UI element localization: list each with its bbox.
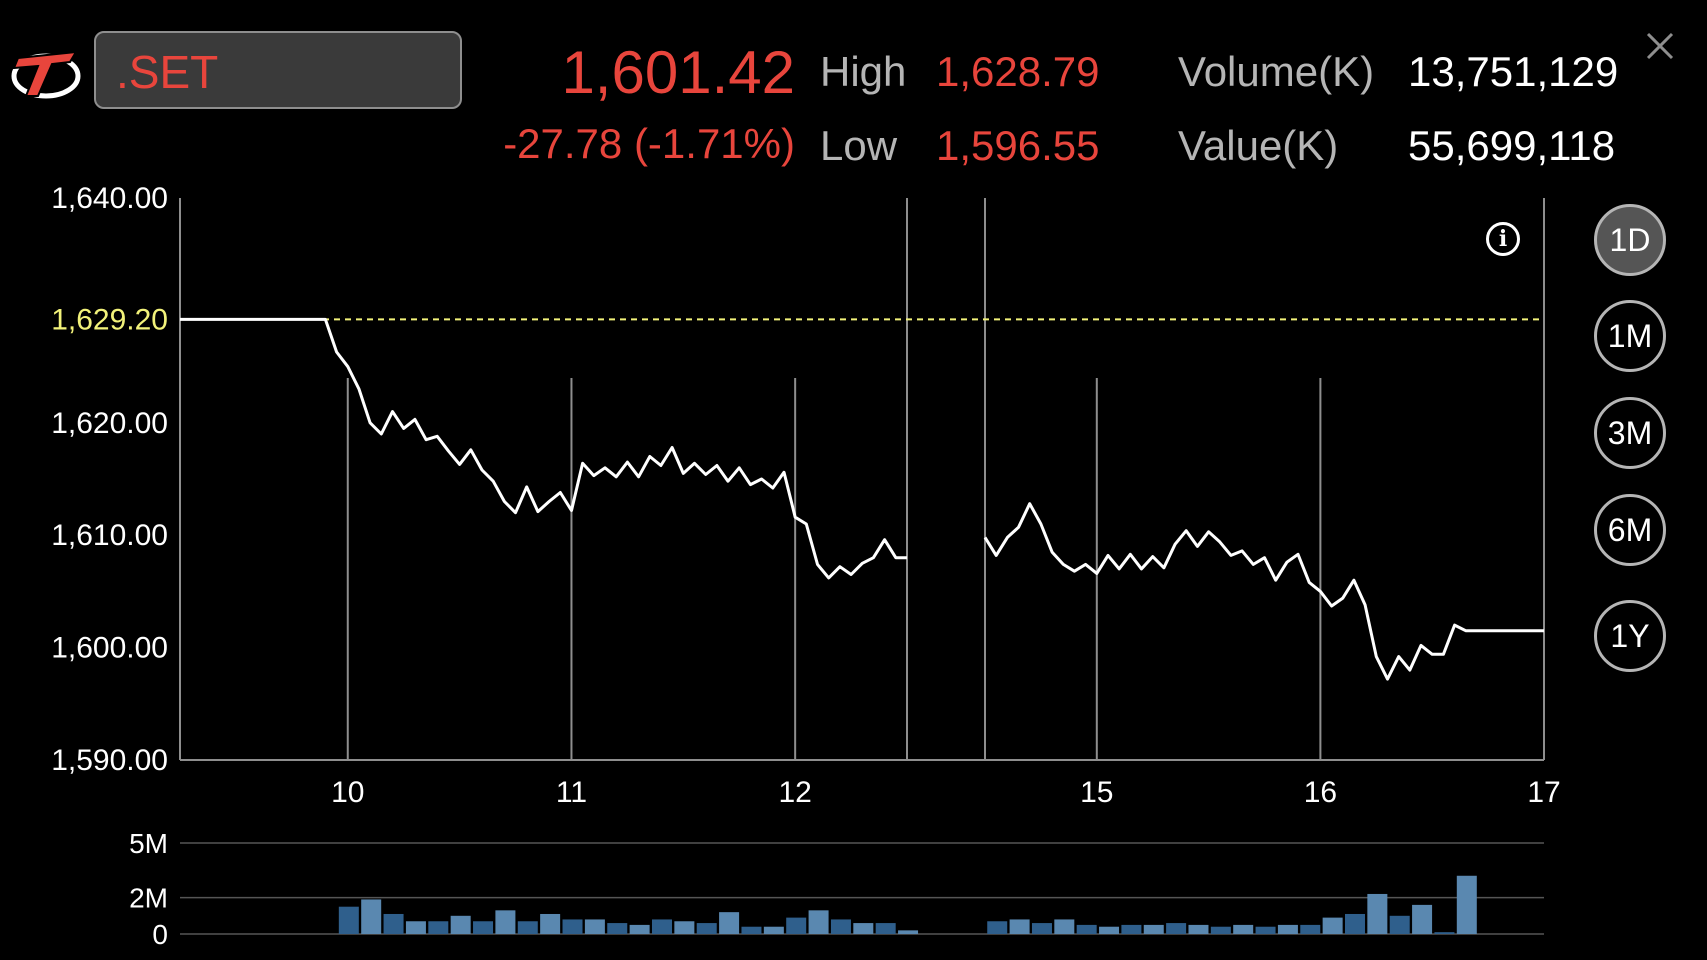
price-line (983, 502, 1544, 681)
volume-bar (1166, 923, 1187, 934)
volume-bar (540, 913, 561, 934)
volume-bar (517, 921, 538, 934)
y-tick-label: 1,640.00 (51, 182, 168, 215)
volume-tick-label: 5M (129, 828, 168, 859)
volume-bar (428, 921, 449, 934)
volume-bar (1076, 924, 1097, 934)
volume-bar (1031, 923, 1052, 934)
low-value: 1,596.55 (936, 122, 1100, 169)
y-tick-label: 1,600.00 (51, 632, 168, 665)
value-label: Value(K) (1178, 122, 1339, 169)
reference-label: 1,629.20 (51, 303, 168, 336)
high-value: 1,628.79 (936, 48, 1100, 95)
volume-bar (1434, 932, 1455, 934)
volume-tick-label: 0 (152, 919, 168, 950)
volume-bar (361, 899, 382, 934)
volume-bar (1188, 924, 1209, 934)
x-tick-label: 15 (1080, 776, 1113, 809)
volume-bar (405, 921, 426, 934)
volume-bar (450, 915, 471, 934)
volume-bar (830, 919, 851, 934)
x-tick-label: 17 (1527, 776, 1560, 809)
volume-bar (1143, 924, 1164, 934)
volume-bar (1277, 924, 1298, 934)
x-tick-label: 12 (778, 776, 811, 809)
volume-bar (987, 921, 1008, 934)
volume-label: Volume(K) (1178, 48, 1375, 95)
volume-value: 13,751,129 (1408, 48, 1619, 95)
volume-bar (607, 923, 628, 934)
volume-bar (741, 926, 762, 934)
volume-bar (1456, 875, 1477, 934)
volume-bar (1054, 919, 1075, 934)
volume-bar (853, 923, 874, 934)
volume-bar (338, 906, 359, 934)
period-button-1y[interactable]: 1Y (1594, 600, 1666, 672)
last-price: 1,601.42 (561, 39, 795, 106)
volume-bar (629, 924, 650, 934)
x-tick-label: 16 (1304, 776, 1337, 809)
close-icon[interactable] (1642, 28, 1678, 64)
symbol-input[interactable]: .SET (94, 31, 462, 109)
price-change: -27.78 (-1.71%) (503, 120, 795, 167)
volume-bar (383, 913, 404, 934)
volume-bar (584, 919, 605, 934)
period-button-3m[interactable]: 3M (1594, 397, 1666, 469)
app-logo-icon (11, 50, 81, 99)
volume-bar (473, 921, 494, 934)
value-value: 55,699,118 (1408, 122, 1616, 169)
volume-bar (1322, 917, 1343, 934)
y-tick-label: 1,590.00 (51, 744, 168, 777)
price-line (180, 317, 907, 580)
volume-bar (875, 923, 896, 934)
volume-bar (1210, 926, 1231, 934)
volume-bar (651, 919, 672, 934)
x-tick-label: 11 (556, 776, 587, 809)
volume-bar (1412, 904, 1433, 934)
volume-bar (1099, 926, 1120, 934)
volume-bar (1389, 915, 1410, 934)
volume-bar (719, 912, 740, 934)
high-label: High (820, 48, 907, 95)
period-button-6m[interactable]: 6M (1594, 494, 1666, 566)
volume-bar (1009, 919, 1030, 934)
period-button-1d[interactable]: 1D (1594, 204, 1666, 276)
volume-bar (1121, 924, 1142, 934)
volume-bar (495, 910, 516, 934)
y-tick-label: 1,610.00 (51, 519, 168, 552)
volume-bar (1255, 926, 1276, 934)
volume-tick-label: 2M (129, 883, 168, 914)
info-icon[interactable]: i (1486, 222, 1520, 256)
volume-bar (674, 921, 695, 934)
y-tick-label: 1,620.00 (51, 407, 168, 440)
x-tick-label: 10 (331, 776, 364, 809)
volume-bar (562, 919, 583, 934)
volume-bar (696, 923, 717, 934)
volume-bar (808, 910, 829, 934)
volume-bar (898, 930, 919, 934)
volume-bar (1233, 924, 1254, 934)
low-label: Low (820, 122, 898, 169)
volume-bar (786, 917, 807, 934)
volume-bar (1300, 924, 1321, 934)
symbol-value: .SET (116, 46, 219, 98)
volume-bar (763, 926, 784, 934)
period-button-1m[interactable]: 1M (1594, 300, 1666, 372)
volume-bar (1344, 913, 1365, 934)
volume-bar (1367, 893, 1388, 934)
